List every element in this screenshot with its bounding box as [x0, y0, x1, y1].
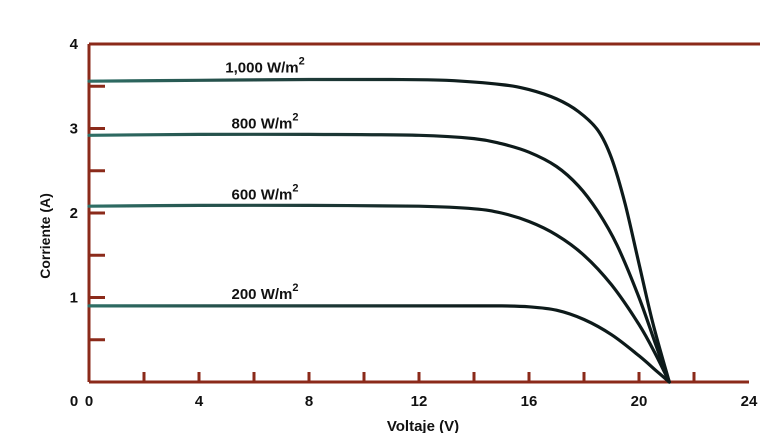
x-tick-label: 16: [521, 393, 538, 410]
series-label-text: 800 W/m: [232, 116, 293, 133]
x-tick-label: 24: [741, 393, 758, 410]
origin-tick-label: 0: [70, 393, 78, 410]
series-line-3: [87, 304, 671, 384]
x-axis-title: Voltaje (V): [387, 418, 459, 433]
series-label-text: 200 W/m: [232, 286, 293, 303]
y-tick-label: 3: [70, 121, 78, 138]
series-line-1: [87, 132, 671, 384]
series-label-3: 200 W/m2: [232, 282, 299, 303]
series-label-text: 600 W/m: [232, 186, 293, 203]
x-tick-label: 0: [85, 393, 93, 410]
series-label-1: 800 W/m2: [232, 112, 299, 133]
series-line-2: [87, 203, 671, 384]
series-label-text: 1,000 W/m: [225, 60, 298, 77]
series-layer: [87, 77, 671, 384]
x-tick-label: 20: [631, 393, 648, 410]
x-tick-label: 4: [195, 393, 204, 410]
series-label-0: 1,000 W/m2: [225, 56, 305, 77]
y-tick-label: 1: [70, 290, 78, 307]
axes-layer: [87, 42, 760, 384]
y-tick-label: 4: [70, 36, 79, 53]
x-tick-label: 12: [411, 393, 428, 410]
series-label-2: 600 W/m2: [232, 182, 299, 203]
y-axis-title: Corriente (A): [37, 193, 53, 279]
y-tick-label: 2: [70, 205, 78, 222]
series-label-superscript: 2: [292, 182, 298, 194]
x-tick-label: 8: [305, 393, 313, 410]
series-label-superscript: 2: [292, 112, 298, 124]
series-label-superscript: 2: [299, 56, 305, 68]
series-line-0: [87, 77, 671, 384]
series-label-superscript: 2: [292, 282, 298, 294]
